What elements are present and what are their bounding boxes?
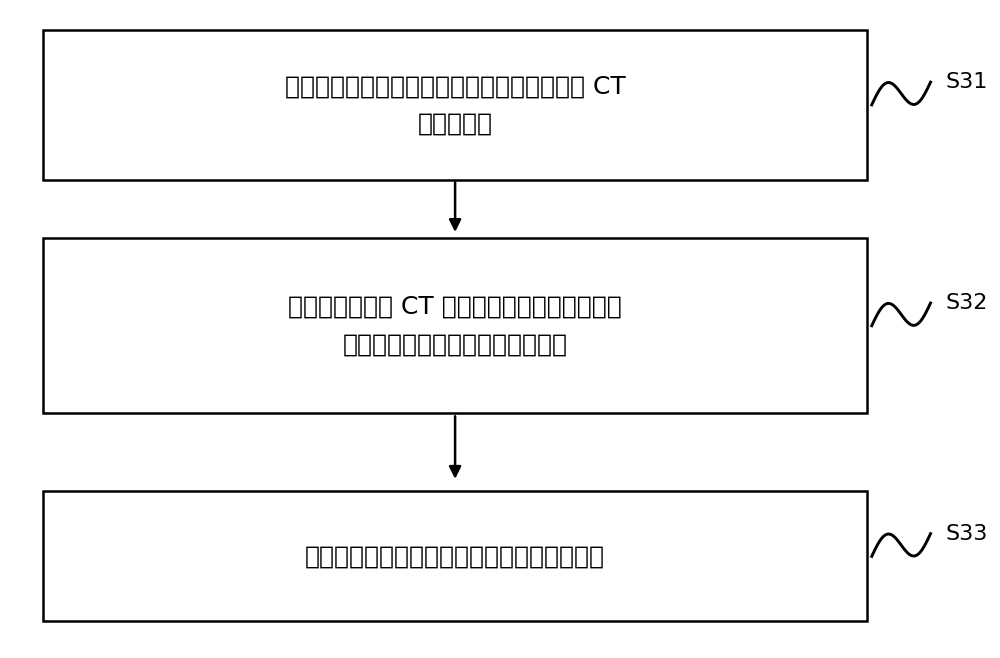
Bar — [43, 30, 867, 180]
Text: S33: S33 — [945, 524, 988, 544]
Text: 在原始胸部平扫 CT 图像中，根据恢复尺寸后的
心脏分割图像确定心脏区域的边界: 在原始胸部平扫 CT 图像中，根据恢复尺寸后的 心脏分割图像确定心脏区域的边界 — [288, 295, 622, 357]
Bar — [43, 238, 867, 413]
Bar — [43, 492, 867, 621]
Text: S31: S31 — [945, 72, 988, 92]
Text: S32: S32 — [945, 293, 988, 313]
Text: 将所述心脏分割图像恢复到所述原始胸部平扫 CT
图像的尺寸: 将所述心脏分割图像恢复到所述原始胸部平扫 CT 图像的尺寸 — [285, 74, 625, 136]
Text: 在所述心脏区域的边界内筛选疑似冠脉钙化灶: 在所述心脏区域的边界内筛选疑似冠脉钙化灶 — [305, 544, 605, 569]
